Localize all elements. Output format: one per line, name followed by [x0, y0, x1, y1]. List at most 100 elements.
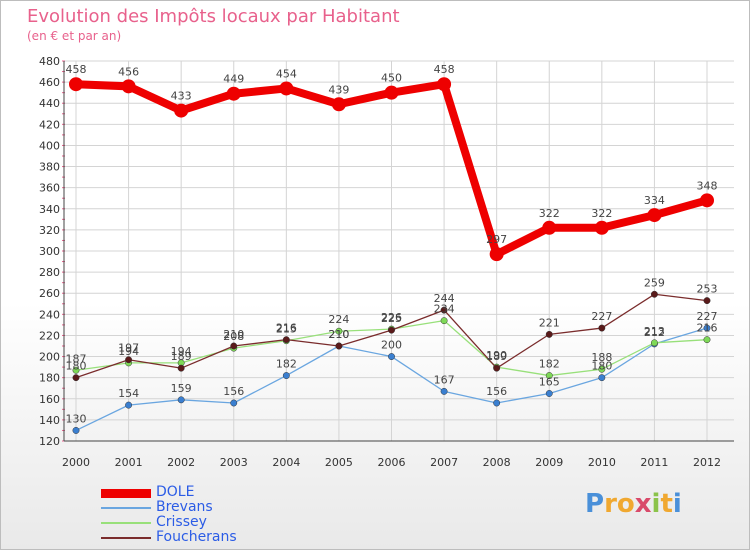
data-label-foucherans: 197 — [118, 342, 139, 355]
data-point-brevans — [230, 399, 238, 407]
data-point-crissey — [703, 336, 711, 344]
y-tick-label: 220 — [39, 329, 60, 342]
x-tick-label: 2003 — [220, 456, 248, 469]
data-label-dole: 334 — [644, 194, 665, 207]
data-label-foucherans: 189 — [486, 350, 507, 363]
data-label-foucherans: 221 — [539, 316, 560, 329]
data-label-brevans: 159 — [171, 382, 192, 395]
y-tick-label: 260 — [39, 287, 60, 300]
data-label-foucherans: 259 — [644, 276, 665, 289]
data-label-foucherans: 180 — [66, 360, 87, 373]
data-label-dole: 456 — [118, 65, 139, 78]
data-label-dole: 449 — [223, 73, 244, 86]
data-label-brevans: 227 — [697, 310, 718, 323]
data-point-dole — [69, 77, 83, 92]
x-tick-label: 2004 — [272, 456, 300, 469]
y-tick-label: 440 — [39, 97, 60, 110]
y-tick-label: 300 — [39, 245, 60, 258]
legend-label: DOLE — [156, 484, 195, 500]
data-label-crissey: 188 — [591, 351, 612, 364]
data-point-brevans — [493, 399, 501, 407]
data-label-brevans: 130 — [66, 412, 87, 425]
data-point-brevans — [545, 390, 553, 397]
data-point-dole — [437, 77, 452, 92]
data-point-foucherans — [282, 336, 290, 344]
logo-letter: x — [634, 489, 652, 519]
data-point-foucherans — [335, 342, 343, 350]
data-point-foucherans — [177, 364, 185, 372]
logo-letter: P — [585, 489, 605, 519]
data-point-foucherans — [230, 342, 238, 350]
y-tick-label: 120 — [39, 435, 60, 448]
data-point-foucherans — [545, 330, 553, 338]
data-point-dole — [647, 208, 662, 223]
legend-label: Foucherans — [156, 529, 237, 545]
x-tick-label: 2011 — [640, 456, 668, 469]
data-point-foucherans — [388, 326, 395, 334]
data-label-crissey: 194 — [118, 345, 139, 358]
logo-letter: t — [660, 489, 673, 519]
data-point-brevans — [703, 324, 711, 332]
data-label-dole: 348 — [697, 179, 718, 192]
legend-swatch-brevans — [101, 507, 151, 509]
data-point-crissey — [545, 372, 553, 380]
data-point-crissey — [440, 317, 448, 325]
y-tick-label: 280 — [39, 266, 60, 279]
data-label-dole: 322 — [539, 207, 560, 220]
y-tick-label: 200 — [39, 351, 60, 364]
data-label-brevans: 180 — [591, 360, 612, 373]
logo-letter: r — [604, 489, 617, 519]
y-tick-label: 420 — [39, 118, 60, 131]
data-point-dole — [121, 79, 136, 94]
x-tick-label: 2009 — [535, 456, 563, 469]
y-tick-label: 480 — [39, 55, 60, 68]
data-point-foucherans — [598, 324, 606, 332]
data-label-foucherans: 210 — [328, 328, 349, 341]
data-label-foucherans: 189 — [171, 350, 192, 363]
x-tick-label: 2005 — [325, 456, 353, 469]
data-label-dole: 439 — [328, 83, 349, 96]
y-tick-label: 320 — [39, 224, 60, 237]
x-tick-label: 2008 — [483, 456, 511, 469]
data-point-dole — [594, 220, 609, 235]
data-label-dole: 454 — [276, 67, 297, 80]
data-label-dole: 450 — [381, 72, 402, 85]
proxiti-logo: Proxiti — [585, 489, 682, 519]
data-label-foucherans: 225 — [381, 312, 402, 325]
data-point-dole — [174, 103, 189, 118]
data-label-crissey: 216 — [697, 322, 718, 335]
logo-letter: o — [616, 489, 635, 519]
data-label-brevans: 200 — [381, 339, 402, 352]
data-point-dole — [226, 86, 241, 101]
data-label-crissey: 234 — [434, 303, 455, 316]
data-point-foucherans — [125, 356, 133, 364]
data-point-crissey — [335, 327, 343, 335]
y-tick-label: 380 — [39, 161, 60, 174]
data-label-brevans: 165 — [539, 376, 560, 389]
data-label-dole: 433 — [171, 90, 192, 103]
data-label-dole: 458 — [66, 63, 87, 76]
legend-label: Crissey — [156, 514, 207, 530]
data-label-dole: 458 — [434, 63, 455, 76]
legend-swatch-dole — [101, 489, 151, 498]
legend-label: Brevans — [156, 499, 213, 515]
data-point-brevans — [72, 426, 80, 434]
x-tick-label: 2007 — [430, 456, 458, 469]
data-label-crissey: 208 — [223, 330, 244, 343]
data-point-foucherans — [440, 306, 448, 314]
line-chart: 120 140 160 180 200 220 240 260 280 300 320 340 360 3… — [39, 55, 734, 469]
y-tick-label: 240 — [39, 308, 60, 321]
data-label-brevans: 156 — [223, 385, 244, 398]
data-label-crissey: 226 — [381, 311, 402, 324]
data-label-crissey: 182 — [539, 358, 560, 371]
data-point-crissey — [650, 339, 658, 347]
data-point-dole — [489, 247, 504, 262]
y-tick-label: 360 — [39, 182, 60, 195]
data-label-crissey: 215 — [276, 323, 297, 336]
data-label-brevans: 182 — [276, 358, 297, 371]
data-label-foucherans: 227 — [591, 310, 612, 323]
x-tick-label: 2000 — [62, 456, 90, 469]
chart-title: Evolution des Impôts locaux par Habitant — [27, 6, 400, 27]
chart-subtitle: (en € et par an) — [27, 29, 122, 43]
